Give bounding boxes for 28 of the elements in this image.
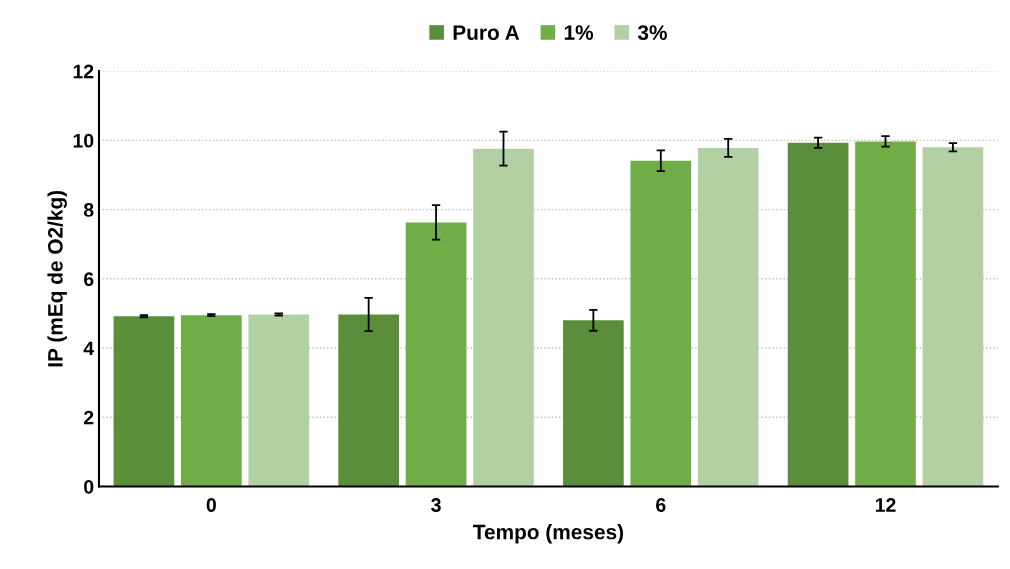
- x-axis-title: Tempo (meses): [473, 524, 624, 544]
- legend-label: 1%: [564, 25, 594, 40]
- bar: [697, 147, 759, 487]
- legend-label: 3%: [637, 25, 667, 40]
- x-tick-label: 3: [431, 498, 441, 512]
- y-tick-label: 8: [83, 203, 94, 217]
- x-tick-label: 12: [875, 498, 896, 512]
- bar: [405, 222, 467, 487]
- y-tick-label: 0: [84, 479, 94, 494]
- bar: [473, 148, 534, 487]
- bar: [113, 316, 175, 487]
- bar: [855, 141, 916, 487]
- bar: [787, 142, 849, 487]
- bar: [630, 160, 692, 487]
- bar: [248, 314, 310, 487]
- bar: [563, 320, 624, 487]
- y-tick-label: 6: [84, 272, 94, 287]
- x-tick-label: 6: [656, 498, 666, 512]
- bar: [338, 314, 399, 487]
- y-tick-label: 10: [73, 133, 94, 148]
- bar: [181, 315, 242, 487]
- y-tick-label: 12: [73, 64, 94, 79]
- legend-label: Puro A: [453, 25, 520, 40]
- y-tick-label: 2: [83, 410, 94, 425]
- y-tick-label: 4: [83, 341, 95, 356]
- bar: [922, 147, 984, 487]
- y-axis-title: IP (mEq de O2/kg): [47, 190, 67, 367]
- x-tick-label: 0: [206, 498, 216, 512]
